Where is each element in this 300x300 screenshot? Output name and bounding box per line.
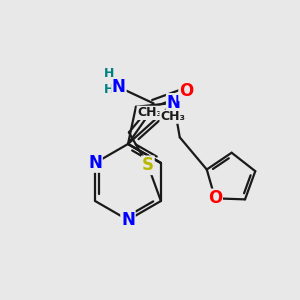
Text: S: S	[142, 156, 154, 174]
Text: N: N	[121, 211, 135, 229]
Text: O: O	[179, 82, 194, 100]
Text: O: O	[208, 189, 222, 207]
Text: N: N	[88, 154, 102, 172]
Text: H: H	[104, 83, 114, 96]
Text: CH₃: CH₃	[137, 106, 162, 119]
Text: N: N	[112, 78, 126, 96]
Text: CH₃: CH₃	[160, 110, 185, 123]
Text: H: H	[104, 67, 114, 80]
Text: N: N	[167, 94, 181, 112]
